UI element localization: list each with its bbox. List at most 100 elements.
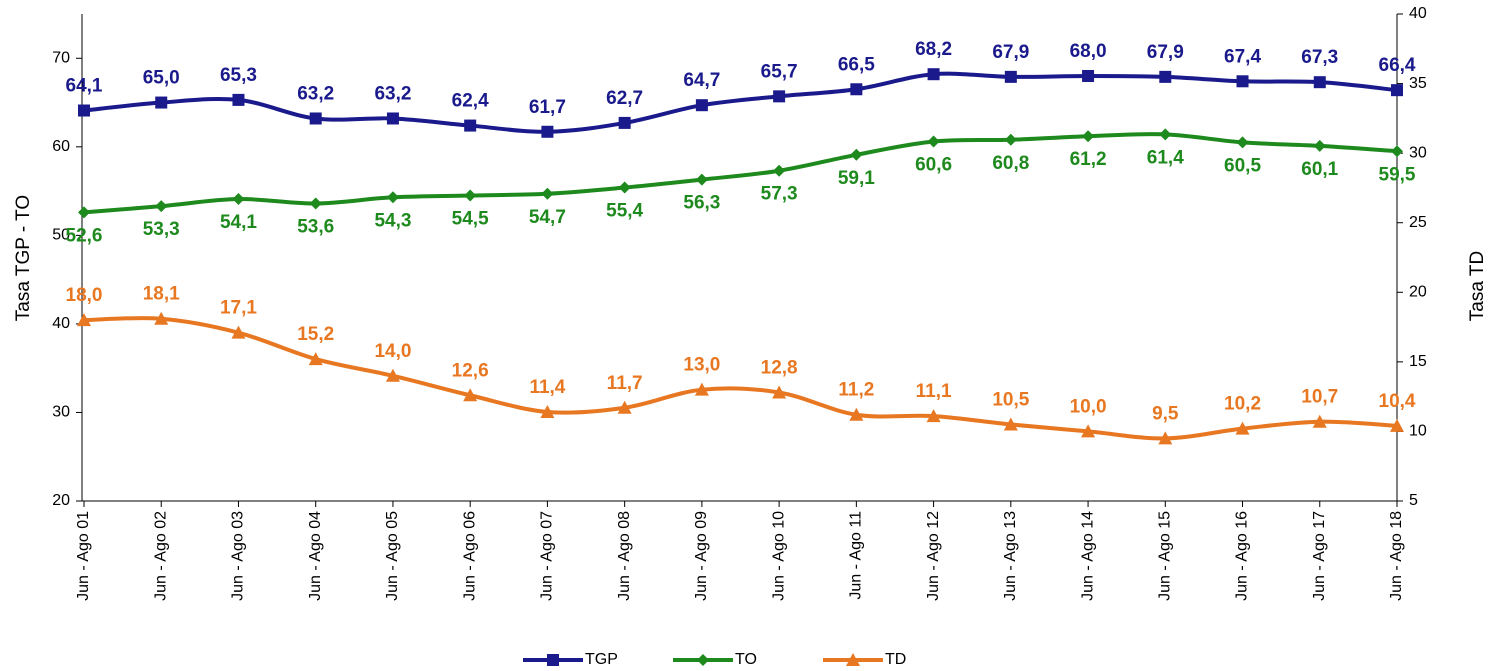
marker <box>232 193 245 206</box>
data-label: 54,1 <box>220 212 257 233</box>
marker <box>1391 145 1403 158</box>
data-label: 61,2 <box>1070 149 1107 170</box>
y-axis-title: Tasa TGP - TO <box>13 195 34 321</box>
y2-tick-label: 20 <box>1409 284 1427 301</box>
y2-tick-label: 5 <box>1409 492 1418 509</box>
y-tick-label: 70 <box>52 49 70 66</box>
x-tick-label: Jun - Ago 10 <box>770 511 787 601</box>
x-tick-label: Jun - Ago 05 <box>384 511 401 601</box>
marker <box>850 148 863 161</box>
y2-tick-label: 35 <box>1409 75 1427 92</box>
marker <box>694 382 709 396</box>
marker <box>547 654 559 666</box>
data-label: 10,7 <box>1301 387 1338 408</box>
marker <box>1236 75 1249 88</box>
data-label: 60,1 <box>1301 159 1338 180</box>
marker <box>1081 424 1096 438</box>
marker <box>77 313 91 327</box>
marker <box>1004 133 1017 146</box>
data-label: 67,4 <box>1224 46 1261 67</box>
marker <box>1313 76 1326 89</box>
marker <box>617 400 632 414</box>
marker <box>78 206 90 219</box>
marker <box>386 112 399 125</box>
marker <box>309 197 322 210</box>
marker <box>541 125 554 138</box>
marker <box>846 653 860 666</box>
marker <box>1236 136 1249 149</box>
marker <box>773 164 786 177</box>
y2-axis-title: Tasa TD <box>1467 251 1488 321</box>
y2-tick-label: 25 <box>1409 214 1427 231</box>
data-label: 65,7 <box>761 61 798 82</box>
marker <box>540 404 555 418</box>
marker <box>464 119 477 132</box>
marker <box>463 388 478 402</box>
data-label: 52,6 <box>66 225 103 246</box>
data-label: 10,4 <box>1379 391 1416 412</box>
data-label: 65,3 <box>220 65 257 86</box>
data-label: 68,0 <box>1070 41 1107 62</box>
data-label: 63,2 <box>297 83 334 104</box>
marker <box>695 173 708 186</box>
data-label: 66,5 <box>838 54 875 75</box>
marker <box>309 112 322 125</box>
data-label: 56,3 <box>683 193 720 214</box>
marker <box>1391 84 1403 97</box>
series-line <box>83 132 1398 215</box>
data-label: 10,0 <box>1070 396 1107 417</box>
marker <box>927 135 940 148</box>
data-label: 59,5 <box>1379 164 1416 185</box>
data-label: 57,3 <box>761 184 798 205</box>
data-label: 53,6 <box>297 217 334 238</box>
marker <box>1159 70 1172 83</box>
data-label: 14,0 <box>374 341 411 362</box>
marker <box>850 83 863 96</box>
data-label: 18,0 <box>66 285 103 306</box>
marker <box>927 68 940 81</box>
data-label: 11,1 <box>916 381 952 402</box>
marker <box>1082 130 1095 143</box>
marker <box>308 352 323 366</box>
y2-tick-label: 30 <box>1409 144 1427 161</box>
x-tick-label: Jun - Ago 17 <box>1311 511 1328 601</box>
marker <box>78 104 90 117</box>
y-tick-label: 50 <box>52 227 70 244</box>
data-label: 11,2 <box>838 380 874 401</box>
data-label: 61,7 <box>529 97 566 118</box>
data-label: 53,3 <box>143 219 180 240</box>
x-tick-label: Jun - Ago 04 <box>307 511 324 601</box>
marker <box>697 654 709 666</box>
data-label: 54,5 <box>452 209 489 230</box>
marker <box>464 189 477 202</box>
data-label: 12,8 <box>761 357 798 378</box>
marker <box>772 385 787 399</box>
data-label: 17,1 <box>220 298 257 319</box>
series-line <box>83 71 1398 134</box>
data-label: 61,4 <box>1147 147 1184 168</box>
data-label: 60,6 <box>915 155 952 176</box>
y2-tick-label: 15 <box>1409 353 1427 370</box>
legend-label: TD <box>885 651 906 668</box>
marker <box>1235 421 1250 435</box>
data-label: 11,7 <box>607 373 643 394</box>
data-label: 62,4 <box>452 91 489 112</box>
marker <box>155 96 168 109</box>
data-label: 9,5 <box>1152 403 1179 424</box>
marker <box>926 409 941 423</box>
data-label: 55,4 <box>606 201 643 222</box>
y2-tick-label: 40 <box>1409 5 1427 22</box>
data-label: 60,8 <box>992 153 1029 174</box>
x-tick-label: Jun - Ago 11 <box>848 511 865 600</box>
marker <box>1159 128 1172 141</box>
x-tick-label: Jun - Ago 07 <box>539 511 556 601</box>
x-tick-label: Jun - Ago 12 <box>925 511 942 601</box>
marker <box>773 90 786 103</box>
marker <box>618 116 631 129</box>
x-tick-label: Jun - Ago 01 <box>75 511 92 601</box>
data-label: 10,2 <box>1224 394 1261 415</box>
data-label: 10,5 <box>992 389 1029 410</box>
marker <box>541 187 554 200</box>
data-label: 64,1 <box>66 76 103 97</box>
